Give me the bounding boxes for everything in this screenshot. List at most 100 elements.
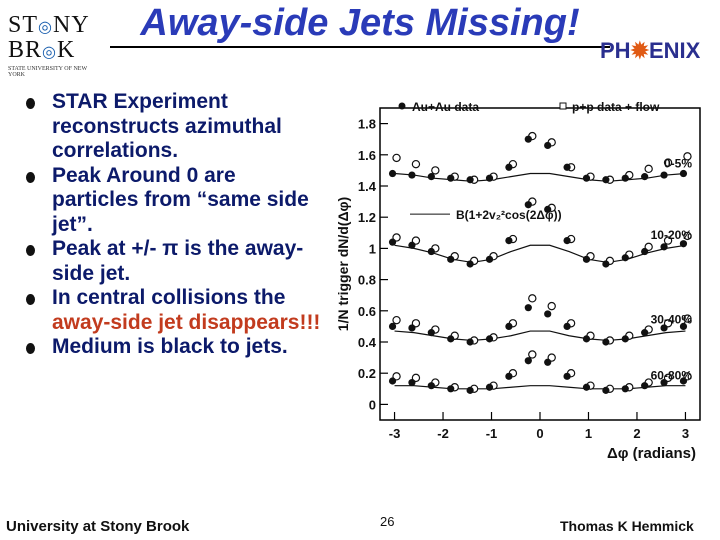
auau-data-point: [427, 173, 435, 181]
auau-data-point: [408, 171, 416, 179]
auau-data-point: [621, 385, 629, 393]
y-tick-label: 1: [369, 241, 376, 256]
stony-brook-logo: ST◎NY BR◎K STATE UNIVERSITY OF NEW YORK: [8, 12, 104, 78]
auau-data-point: [602, 176, 610, 184]
bullet-text: In central collisions the: [52, 286, 286, 309]
bullet-text: Peak at +/- π is the away-side jet.: [52, 237, 304, 285]
bullet-item: Medium is black to jets.: [24, 335, 324, 360]
bullet-text: Medium is black to jets.: [52, 335, 288, 358]
legend-auau-marker: [398, 102, 406, 110]
pp-data-point: [411, 159, 421, 169]
auau-data-point: [660, 171, 668, 179]
logo-text: BR: [8, 37, 43, 63]
auau-data-point: [602, 338, 610, 346]
auau-data-point: [388, 322, 397, 330]
y-tick-label: 1.6: [358, 148, 376, 163]
x-axis-label: Δφ (radians): [607, 445, 696, 462]
centrality-label: 0-5%: [664, 156, 692, 170]
auau-data-point: [641, 247, 649, 256]
x-tick-label: -1: [486, 426, 498, 441]
pp-data-point: [431, 166, 440, 175]
bullet-list: STAR Experiment reconstructs azimuthal c…: [24, 90, 324, 360]
y-axis-label: 1/N trigger dN/d(Δφ): [335, 197, 351, 331]
footer-university: University at Stony Brook: [6, 518, 190, 535]
y-tick-label: 1.4: [358, 179, 377, 194]
x-tick-label: -3: [389, 426, 401, 441]
logo-text: K: [56, 37, 76, 63]
pp-data-point: [644, 242, 653, 252]
auau-data-point: [679, 377, 688, 385]
pp-data-point: [411, 319, 421, 328]
y-tick-label: 0.4: [358, 335, 377, 350]
pp-data-point: [392, 372, 401, 381]
auau-data-point: [544, 141, 552, 150]
auau-data-point: [602, 260, 610, 268]
auau-data-point: [602, 386, 610, 394]
auau-data-point: [505, 372, 513, 380]
pp-data-point: [683, 372, 692, 381]
bullet-highlight: away-side jet disappears!!!: [52, 310, 321, 334]
auau-data-point: [660, 378, 668, 387]
auau-data-point: [621, 174, 629, 182]
auau-data-point: [660, 243, 668, 251]
pp-data-point: [547, 301, 556, 311]
auau-data-point: [641, 173, 649, 181]
y-tick-label: 1.2: [358, 210, 376, 225]
legend-auau-label: Au+Au data: [412, 100, 479, 114]
bullet-icon: [26, 171, 35, 183]
pp-data-point: [392, 153, 401, 163]
auau-data-point: [563, 372, 571, 380]
pp-data-point: [663, 319, 673, 328]
auau-data-point: [544, 310, 552, 318]
auau-data-point: [485, 335, 494, 343]
x-tick-label: 1: [585, 426, 592, 441]
centrality-label: 60-80%: [651, 368, 693, 382]
correlation-chart: 0 0.2 0.4 0.6 0.8 1 1.2 1.4 1.6 1.8 -3 -2 -1 0 1 2 3 Δφ (…: [335, 100, 701, 462]
auau-data-point: [660, 324, 668, 332]
logo-text: ST: [8, 12, 39, 38]
bullet-item: In central collisions the away-side jet …: [24, 286, 324, 335]
auau-data-point: [641, 382, 649, 390]
legend-pp-label: p+p data + flow: [572, 100, 660, 114]
slide-title: Away-side Jets Missing!: [140, 2, 580, 44]
auau-data-point: [524, 357, 532, 365]
x-tick-label: 2: [633, 426, 640, 441]
y-tick-label: 1.8: [358, 117, 376, 132]
auau-data-point: [388, 377, 397, 385]
auau-data-point: [679, 240, 688, 248]
x-tick-label: -2: [437, 426, 449, 441]
auau-data-point: [641, 329, 649, 337]
auau-data-point: [505, 163, 513, 171]
auau-data-point: [485, 383, 494, 391]
pp-data-point: [663, 158, 673, 167]
auau-data-point: [388, 238, 397, 246]
auau-data-point: [408, 324, 416, 332]
bullet-icon: [26, 245, 35, 256]
auau-data-point: [447, 335, 455, 343]
bullet-icon: [26, 294, 35, 305]
auau-data-point: [524, 201, 532, 209]
auau-data-point: [505, 322, 513, 330]
title-rule: [110, 46, 610, 48]
auau-data-point: [408, 378, 416, 387]
auau-data-point: [485, 174, 494, 182]
pp-data-point: [683, 231, 692, 241]
auau-data-point: [679, 169, 688, 178]
bullet-text: STAR Experiment reconstructs azimuthal c…: [52, 90, 282, 162]
auau-data-point: [447, 255, 455, 263]
auau-data-point: [447, 174, 455, 182]
auau-data-point: [621, 254, 629, 262]
centrality-label: 10-20%: [651, 228, 693, 242]
x-tick-label: 0: [536, 426, 543, 441]
auau-data-point: [679, 322, 688, 330]
x-tick-label: 3: [682, 426, 689, 441]
pp-data-point: [547, 353, 556, 362]
pp-data-point: [683, 152, 692, 161]
auau-data-point: [388, 169, 397, 178]
auau-data-point: [408, 241, 416, 249]
footer-author: Thomas K Hemmick: [560, 518, 694, 534]
auau-data-point: [427, 329, 435, 337]
seawolf-icon: ◎: [42, 44, 57, 61]
y-tick-label: 0: [369, 397, 376, 412]
